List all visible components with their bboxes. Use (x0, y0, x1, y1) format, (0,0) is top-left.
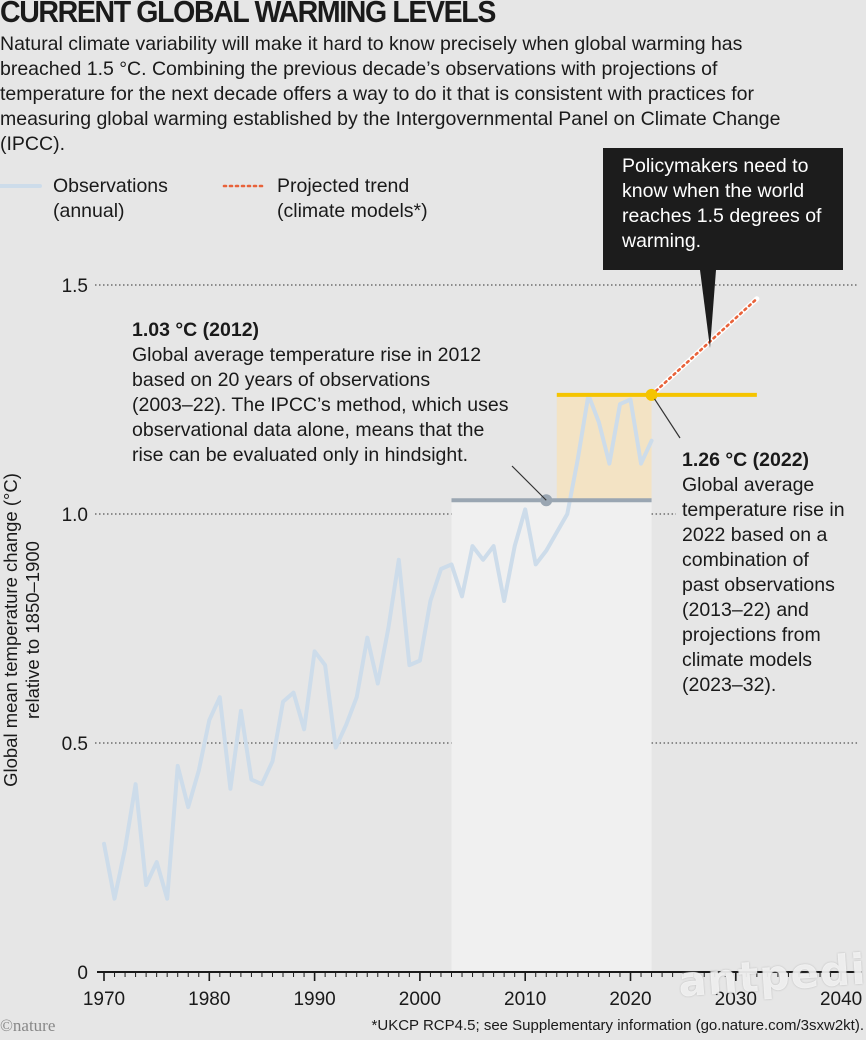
chart-subtitle: Natural climate variability will make it… (0, 33, 781, 155)
mean-2022-point (645, 388, 658, 401)
y-tick-label: 0 (77, 963, 88, 984)
axes: 0 0.5 1.0 1.5 1970 1980 1990 2000 2010 2020 2030 20… (62, 276, 863, 1010)
x-tick-label: 1980 (188, 989, 230, 1010)
y-tick-label: 1.5 (62, 276, 88, 297)
y-axis-label-line1: Global mean temperature change (°C) (0, 473, 21, 787)
x-tick-label: 2010 (504, 989, 546, 1010)
annotation-2022-head: 1.26 °C (2022) (682, 449, 810, 471)
x-tick-label: 2030 (715, 989, 757, 1010)
x-tick-label: 2020 (609, 989, 651, 1010)
legend-observations-label: Observations (53, 175, 168, 197)
nature-credit: ©nature (0, 1016, 56, 1035)
data-series (102, 296, 760, 901)
legend-projected-label: Projected trend (277, 175, 410, 197)
x-tick-label: 2040 (820, 989, 862, 1010)
x-tick-label: 1990 (293, 989, 335, 1010)
mean-markers (451, 270, 757, 507)
y-tick-label: 0.5 (62, 734, 88, 755)
chart-title: CURRENT GLOBAL WARMING LEVELS (0, 0, 496, 29)
legend-projected: Projected trend (climate models*) (277, 174, 428, 224)
projected-trend-line (650, 297, 759, 397)
leader-2012 (511, 465, 547, 501)
legend-projected-sublabel: (climate models*) (277, 200, 428, 222)
legend-observations-sublabel: (annual) (53, 200, 125, 222)
annotation-2012: 1.03 °C (2012) Global average temperatur… (132, 318, 552, 468)
callout-pointer (700, 270, 716, 348)
leader-2022 (654, 398, 681, 439)
legend-observations: Observations (annual) (53, 174, 168, 224)
annotation-2012-head: 1.03 °C (2012) (132, 319, 260, 341)
y-axis-label-line2: relative to 1850–1900 (22, 541, 43, 719)
policymakers-callout: Policymakers need to know when the world… (603, 148, 843, 270)
annotation-2012-body: Global average temperature rise in 2012 … (132, 344, 509, 466)
footnote: *UKCP RCP4.5; see Supplementary informat… (371, 1017, 864, 1034)
y-axis-label: Global mean temperature change (°C) rela… (0, 473, 44, 787)
gridlines (95, 284, 858, 744)
annotation-2022: 1.26 °C (2022) Global average temperatur… (682, 448, 866, 698)
hindsight-band (451, 500, 652, 972)
annotation-2022-body: Global average temperature rise in 2022 … (682, 473, 866, 698)
x-tick-label: 2000 (399, 989, 441, 1010)
highlight-bands (451, 394, 652, 972)
y-tick-label: 1.0 (62, 505, 88, 526)
x-tick-label: 1970 (83, 989, 125, 1010)
